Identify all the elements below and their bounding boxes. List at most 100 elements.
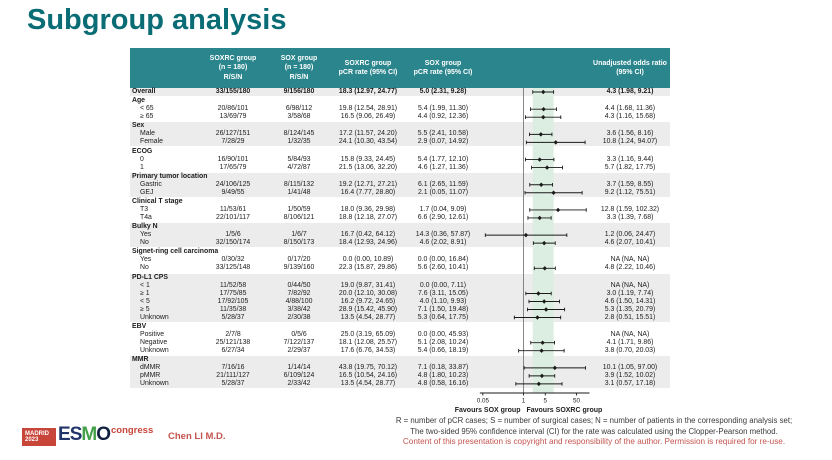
- cell-sox-rsn: 1/41/48: [287, 188, 311, 196]
- cell-odds-ratio: 10.1 (1.05, 97.00): [602, 363, 658, 371]
- cell-sox-rsn: 8/115/132: [283, 180, 315, 188]
- table-row: ≥ 65 13/69/79 3/58/68 16.5 (9.06, 26.49) 4.4…: [130, 113, 670, 121]
- madrid-2023-badge: MADRID 2023: [22, 428, 56, 446]
- table-row: Male 26/127/151 8/124/145 17.2 (11.57, 24.2…: [130, 130, 670, 138]
- cell-soxrc-rsn: 7/16/16: [221, 363, 245, 371]
- group-label: Clinical T stage: [132, 197, 183, 205]
- table-row: T4a 22/101/117 8/106/121 18.8 (12.18, 27.07…: [130, 214, 670, 222]
- row-label: Negative: [140, 338, 168, 346]
- cell-sox-rsn: 0/5/6: [291, 330, 307, 338]
- subgroup-block: Primary tumor location Gastric 24/106/125 8…: [130, 172, 670, 197]
- cell-sox-pcr: 4.0 (1.10, 9.93): [419, 297, 467, 305]
- cell-sox-rsn: 7/122/137: [283, 338, 315, 346]
- cell-odds-ratio: 3.3 (1.16, 9.44): [606, 155, 654, 163]
- group-header-row: Age: [130, 97, 670, 105]
- row-label: Yes: [140, 256, 152, 264]
- cell-soxrc-pcr: 0.0 (0.00, 10.89): [342, 256, 394, 264]
- row-label: Gastric: [140, 180, 162, 188]
- row-label: dMMR: [140, 363, 161, 371]
- subgroup-block: Sex Male 26/127/151 8/124/145 17.2 (11.57, 2…: [130, 122, 670, 147]
- cell-soxrc-pcr: 22.3 (15.87, 29.86): [338, 264, 398, 272]
- cell-odds-ratio: 4.3 (1.16, 15.68): [604, 113, 656, 121]
- subgroup-block: Overall 33/155/180 9/156/180 18.3 (12.97, 2…: [130, 88, 670, 96]
- cell-soxrc-pcr: 18.3 (12.97, 24.77): [338, 88, 398, 95]
- cell-odds-ratio: 3.3 (1.39, 7.68): [606, 213, 654, 221]
- cell-soxrc-rsn: 5/28/37: [221, 313, 245, 321]
- group-header-row: Bulky N: [130, 223, 670, 231]
- cell-sox-pcr: 1.7 (0.04, 9.09): [419, 205, 467, 213]
- row-label: ≥ 1: [140, 289, 150, 297]
- row-label: < 5: [140, 297, 150, 305]
- cell-odds-ratio: 10.8 (1.24, 94.07): [602, 138, 658, 146]
- row-label: T4a: [140, 213, 152, 221]
- cell-sox-rsn: 0/17/20: [287, 256, 311, 264]
- subgroup-block: Clinical T stage T3 11/53/61 1/50/59 18.0 (9…: [130, 198, 670, 222]
- cell-soxrc-rsn: 11/35/38: [219, 305, 247, 313]
- cell-soxrc-rsn: 32/150/174: [215, 239, 251, 247]
- cell-soxrc-rsn: 17/92/105: [217, 297, 249, 305]
- group-label: Bulky N: [132, 223, 158, 231]
- cell-sox-pcr: 4.4 (0.92, 12.36): [417, 113, 469, 121]
- row-label: 0: [140, 155, 144, 163]
- table-row: ≥ 1 17/75/85 7/82/92 20.0 (12.10, 30.08) 7.6…: [130, 290, 670, 298]
- cell-soxrc-rsn: 16/90/101: [217, 155, 249, 163]
- table-row: pMMR 21/111/127 6/109/124 16.5 (10.54, 24.1…: [130, 372, 670, 380]
- cell-soxrc-pcr: 24.1 (10.30, 43.54): [338, 138, 398, 146]
- row-label: No: [140, 239, 149, 247]
- header-soxrc-rsn: SOXRC group (n = 180) R/S/N: [209, 55, 257, 81]
- cell-soxrc-pcr: 18.0 (9.36, 29.98): [340, 205, 396, 213]
- cell-sox-rsn: 4/72/87: [287, 163, 311, 171]
- cell-soxrc-rsn: 21/111/127: [216, 371, 250, 379]
- group-header-row: EBV: [130, 323, 670, 331]
- table-row: < 65 20/86/101 6/98/112 19.8 (12.54, 28.91)…: [130, 105, 670, 113]
- cell-sox-rsn: 1/50/59: [287, 205, 311, 213]
- group-label: ECOG: [132, 147, 153, 155]
- table-row: Yes 1/5/6 1/6/7 16.7 (0.42, 64.12) 14.3 (0.3…: [130, 231, 670, 239]
- cell-soxrc-rsn: 1/5/6: [225, 231, 241, 239]
- cell-sox-pcr: 5.4 (0.66, 18.19): [417, 346, 469, 354]
- cell-sox-pcr: 5.0 (2.31, 9.28): [419, 88, 467, 95]
- group-label: Primary tumor location: [132, 172, 208, 180]
- footnote-copyright: Content of this presentation is copyrigh…: [402, 437, 786, 446]
- table-row: Positive 2/7/8 0/5/6 25.0 (3.19, 65.09) 0.0 …: [130, 331, 670, 339]
- cell-odds-ratio: 1.2 (0.06, 24.47): [604, 231, 656, 239]
- cell-odds-ratio: 5.3 (1.35, 20.79): [604, 305, 656, 313]
- cell-odds-ratio: 4.6 (2.07, 10.41): [604, 239, 656, 247]
- row-label: T3: [140, 205, 149, 213]
- congress-label: congress: [110, 425, 154, 436]
- cell-sox-rsn: 0/44/50: [287, 281, 311, 289]
- cell-soxrc-pcr: 16.2 (9.72, 24.65): [340, 297, 396, 305]
- cell-soxrc-pcr: 13.5 (4.54, 28.77): [340, 313, 396, 321]
- cell-odds-ratio: 4.3 (1.98, 9.21): [606, 88, 654, 95]
- cell-soxrc-pcr: 18.8 (12.18, 27.07): [338, 213, 398, 221]
- cell-soxrc-pcr: 19.0 (9.87, 31.41): [340, 281, 396, 289]
- cell-odds-ratio: 4.6 (1.50, 14.31): [604, 297, 656, 305]
- cell-sox-pcr: 5.4 (1.77, 12.10): [417, 155, 469, 163]
- cell-soxrc-pcr: 43.8 (19.75, 70.12): [338, 363, 398, 371]
- cell-sox-rsn: 3/58/68: [287, 113, 311, 121]
- table-row: GEJ 9/49/55 1/41/48 16.4 (7.77, 28.80) 2.1 (…: [130, 189, 670, 197]
- cell-sox-pcr: 7.6 (3.11, 15.05): [417, 289, 469, 297]
- row-label: Positive: [140, 330, 165, 338]
- subgroup-block: EBV Positive 2/7/8 0/5/6 25.0 (3.19, 65.09) 0…: [130, 323, 670, 355]
- cell-odds-ratio: 5.7 (1.82, 17.75): [604, 163, 656, 171]
- row-label: Unknown: [140, 346, 169, 354]
- cell-sox-rsn: 1/32/35: [287, 138, 311, 146]
- cell-soxrc-pcr: 25.0 (3.19, 65.09): [340, 330, 396, 338]
- cell-soxrc-pcr: 16.4 (7.77, 28.80): [340, 188, 396, 196]
- footnote-definitions: R = number of pCR cases; S = number of s…: [395, 416, 793, 425]
- group-header-row: Signet-ring cell carcinoma: [130, 248, 670, 256]
- cell-soxrc-rsn: 7/28/29: [221, 138, 245, 146]
- cell-odds-ratio: NA (NA, NA): [610, 330, 650, 338]
- cell-soxrc-pcr: 18.4 (12.93, 24.96): [338, 239, 398, 247]
- cell-soxrc-rsn: 11/53/61: [219, 205, 247, 213]
- cell-sox-rsn: 1/14/14: [287, 363, 311, 371]
- cell-sox-rsn: 2/30/38: [287, 313, 311, 321]
- cell-sox-pcr: 6.6 (2.90, 12.61): [417, 213, 469, 221]
- cell-soxrc-pcr: 21.5 (13.06, 32.20): [338, 163, 398, 171]
- row-label: GEJ: [140, 188, 154, 196]
- row-label: No: [140, 264, 149, 272]
- cell-soxrc-rsn: 17/65/79: [219, 163, 247, 171]
- cell-soxrc-pcr: 16.7 (0.42, 64.12): [340, 231, 396, 239]
- cell-soxrc-pcr: 18.1 (12.08, 25.57): [338, 338, 398, 346]
